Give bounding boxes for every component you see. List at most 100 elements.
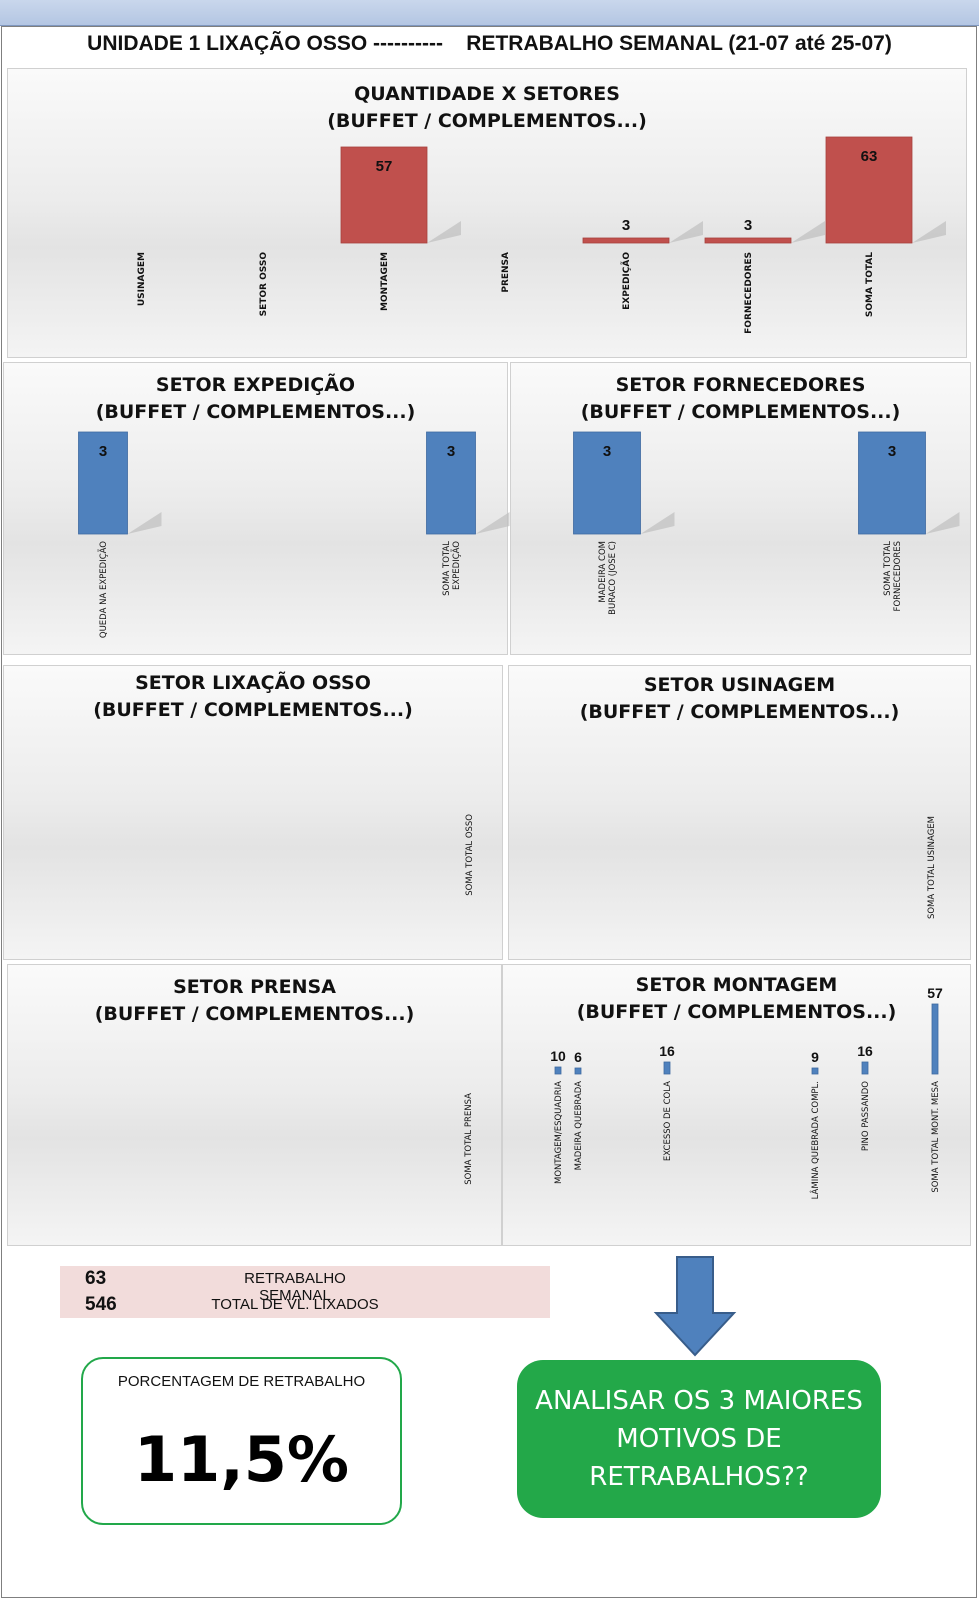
chart-panel-montagem: SETOR MONTAGEM (BUFFET / COMPLEMENTOS...…	[502, 964, 971, 1246]
callout-line: ANALISAR OS 3 MAIORES	[535, 1386, 863, 1416]
bar	[574, 1067, 582, 1075]
data-label: 3	[99, 443, 107, 460]
category-label: SOMA TOTAL PRENSA	[464, 1093, 474, 1185]
bar-chart-prensa: SOMA TOTAL PRENSA	[464, 1093, 474, 1185]
bar	[426, 431, 476, 535]
category-label-line: QUEDA NA EXPEDIÇÃO	[98, 541, 109, 638]
bar	[582, 237, 670, 244]
summary-row: 546 TOTAL DE VL. LIXADOS	[60, 1292, 550, 1318]
category-label: PRENSA	[501, 252, 511, 293]
chart-title: SETOR FORNECEDORES	[615, 374, 866, 396]
chart-subtitle: (BUFFET / COMPLEMENTOS...)	[95, 401, 416, 423]
chart-panel-lixacao: SETOR LIXAÇÃO OSSO (BUFFET / COMPLEMENTO…	[3, 665, 503, 960]
bar	[861, 1061, 869, 1075]
bar-shadow	[669, 221, 703, 243]
category-label: QUEDA NA EXPEDIÇÃO	[98, 541, 109, 638]
category-label: EXCESSO DE COLA	[663, 1081, 673, 1161]
category-label: SOMA TOTALFORNECEDORES	[883, 541, 903, 612]
bar	[78, 431, 128, 535]
data-label: 3	[888, 443, 896, 460]
percentage-card: PORCENTAGEM DE RETRABALHO 11,5%	[81, 1357, 402, 1525]
callout-line: RETRABALHOS??	[589, 1462, 809, 1492]
data-label: 9	[811, 1049, 819, 1065]
chart-panel-setores: QUANTIDADE X SETORES (BUFFET / COMPLEMEN…	[7, 68, 967, 358]
category-label: SOMA TOTAL	[865, 252, 875, 317]
category-label: SOMA TOTALEXPEDIÇÃO	[442, 541, 462, 596]
category-label-line: SOMA TOTAL OSSO	[465, 814, 475, 896]
bar	[931, 1003, 939, 1075]
bar-chart-usinagem: SOMA TOTAL USINAGEM	[927, 816, 937, 919]
callout-line: MOTIVOS DE	[616, 1424, 782, 1454]
data-label: 16	[857, 1043, 873, 1059]
bar-shadow	[925, 512, 960, 534]
chart-title: SETOR PRENSA	[173, 976, 336, 998]
data-label: 3	[622, 217, 630, 234]
chart-panel-expedicao: SETOR EXPEDIÇÃO (BUFFET / COMPLEMENTOS..…	[3, 362, 510, 655]
category-label-line: USINAGEM	[137, 252, 147, 306]
chart-title: SETOR USINAGEM	[643, 674, 836, 696]
category-label-line: SOMA TOTAL	[883, 541, 893, 596]
bar-shadow	[475, 512, 510, 534]
page-title: UNIDADE 1 LIXAÇÃO OSSO ---------- RETRAB…	[87, 32, 892, 55]
category-label: USINAGEM	[137, 252, 147, 306]
category-label-line: EXCESSO DE COLA	[663, 1081, 673, 1161]
category-label-line: SOMA TOTAL USINAGEM	[927, 816, 937, 919]
callout-text: ANALISAR OS 3 MAIORES MOTIVOS DE RETRABA…	[517, 1382, 881, 1496]
summary-row: 63 RETRABALHO SEMANAL	[60, 1266, 550, 1304]
data-label: 63	[861, 148, 878, 165]
category-label-line: EXPEDIÇÃO	[621, 252, 632, 310]
category-label: MADEIRA QUEBRADA	[574, 1081, 584, 1171]
summary-label: RETRABALHO SEMANAL	[244, 1270, 346, 1304]
summary-table: 63 RETRABALHO SEMANAL 546 TOTAL DE VL. L…	[60, 1266, 550, 1318]
bar	[858, 431, 926, 535]
data-label: 6	[574, 1049, 582, 1065]
category-label-line: PRENSA	[501, 252, 511, 293]
category-label-line: PINO PASSANDO	[861, 1081, 871, 1151]
bar-shadow	[912, 221, 946, 243]
chart-panel-prensa: SETOR PRENSA (BUFFET / COMPLEMENTOS...) …	[7, 964, 502, 1246]
data-label: 57	[927, 985, 943, 1001]
percentage-value: 11,5%	[133, 1423, 350, 1496]
bar	[554, 1066, 562, 1075]
bar	[573, 431, 641, 535]
category-label-line: MONTAGEM	[380, 252, 390, 311]
chart-subtitle: (BUFFET / COMPLEMENTOS...)	[580, 401, 901, 423]
category-label-line: FORNECEDORES	[893, 541, 903, 611]
category-label-line: MADEIRA QUEBRADA	[574, 1081, 584, 1171]
category-label-line: SOMA TOTAL PRENSA	[464, 1093, 474, 1185]
category-label-line: SOMA TOTAL	[865, 252, 875, 317]
category-label-line: BURACO (JOSE C)	[608, 541, 618, 615]
category-label: MONTAGEM	[380, 252, 390, 311]
bar-shadow	[640, 512, 675, 534]
data-label: 57	[376, 158, 393, 175]
chart-title: SETOR EXPEDIÇÃO	[155, 374, 356, 396]
summary-label: TOTAL DE VL. LIXADOS	[211, 1296, 379, 1313]
category-label: PINO PASSANDO	[861, 1081, 871, 1151]
category-label: FORNECEDORES	[744, 252, 754, 334]
category-label-line: SOMA TOTAL MONT. MESA	[931, 1081, 941, 1193]
bar-chart-montagem: 10 MONTAGEM/ESQUADRIA 6 MADEIRA QUEBRADA 16 E…	[550, 985, 943, 1199]
category-label: MONTAGEM/ESQUADRIA	[554, 1081, 564, 1184]
bar	[825, 136, 913, 244]
chart-subtitle: (BUFFET / COMPLEMENTOS...)	[579, 701, 900, 723]
chart-panel-usinagem: SETOR USINAGEM (BUFFET / COMPLEMENTOS...…	[508, 665, 971, 960]
category-label-line: FORNECEDORES	[744, 252, 754, 334]
bar-chart-fornecedores: 3 MADEIRA COMBURACO (JOSE C) 3 SOMA TOTALFO…	[573, 431, 960, 615]
category-label-line: EXPEDIÇÃO	[451, 541, 462, 590]
bar-chart-setores: USINAGEM SETOR OSSO 57 MONTAGEM PRENSA 3 EXPED…	[137, 136, 946, 334]
bar-shadow	[427, 221, 461, 243]
category-label-line: LÂMINA QUEBRADA COMPL.	[809, 1081, 821, 1199]
summary-value: 63	[85, 1268, 107, 1289]
bar	[704, 237, 792, 244]
data-label: 16	[659, 1043, 675, 1059]
category-label-line: SETOR OSSO	[259, 252, 269, 317]
category-label: SOMA TOTAL MONT. MESA	[931, 1081, 941, 1193]
category-label: SETOR OSSO	[259, 252, 269, 317]
chart-panel-fornecedores: SETOR FORNECEDORES (BUFFET / COMPLEMENTO…	[510, 362, 971, 655]
chart-title: SETOR MONTAGEM	[635, 974, 838, 996]
category-label: MADEIRA COMBURACO (JOSE C)	[598, 541, 618, 615]
bar	[811, 1067, 819, 1075]
category-label: EXPEDIÇÃO	[621, 252, 632, 310]
data-label: 3	[603, 443, 611, 460]
data-label: 3	[744, 217, 752, 234]
